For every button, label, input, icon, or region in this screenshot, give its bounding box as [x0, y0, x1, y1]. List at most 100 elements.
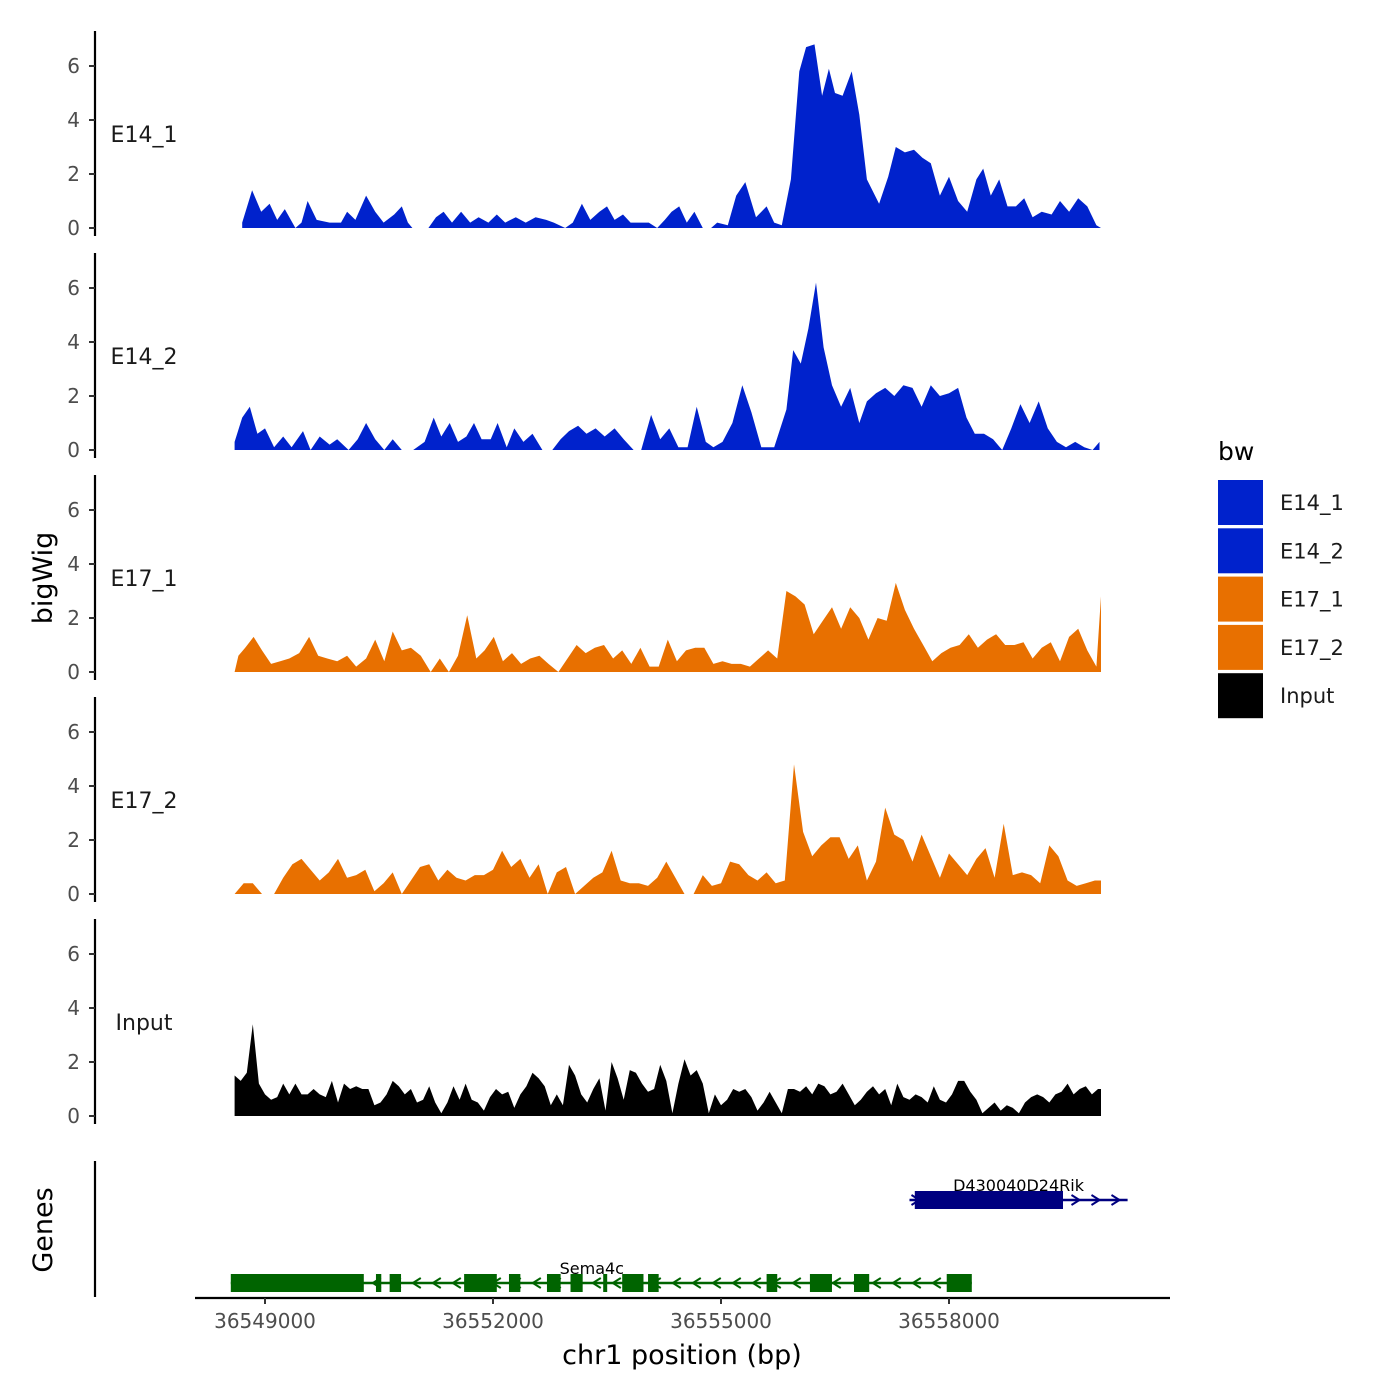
strand-chevron [750, 1277, 762, 1289]
strand-chevron [890, 1277, 902, 1289]
legend-item-e14-2: E14_2 [1218, 528, 1344, 574]
y-tick-label: 0 [67, 1104, 80, 1128]
track-label: E17_2 [111, 789, 178, 814]
strand-chevron [730, 1277, 742, 1289]
legend-swatch [1218, 673, 1263, 719]
y-tick-label: 6 [67, 498, 80, 522]
coverage-area-e14-2 [234, 282, 1100, 450]
strand-chevron [1070, 1194, 1082, 1206]
strand-chevron [410, 1277, 422, 1289]
legend-label: E17_2 [1280, 636, 1344, 661]
legend-swatch [1218, 480, 1263, 525]
strand-chevron [450, 1277, 462, 1289]
y-tick-label: 0 [67, 882, 80, 906]
legend-label: E14_1 [1280, 491, 1344, 516]
gene-exon [622, 1274, 644, 1292]
legend-item-e17-2: E17_2 [1218, 624, 1344, 670]
coverage-tracks: 0 2 4 6 E14_1 0 2 4 6 E14_2 0 2 4 6 E17_1 0 2 4 6 E17_2 0 2 4 6… [67, 31, 1102, 1128]
strand-chevron [430, 1277, 442, 1289]
y-tick-label: 6 [67, 54, 80, 78]
y-tick-label: 0 [67, 660, 80, 684]
gene-exon [375, 1274, 382, 1292]
strand-chevron [690, 1277, 702, 1289]
gene-track: D430040D24Rik Sema4c [93, 1161, 1128, 1297]
y-tick-label: 6 [67, 720, 80, 744]
track-e14-2: 0 2 4 6 E14_2 [67, 253, 1100, 462]
strand-chevron [1090, 1194, 1102, 1206]
y-tick-label: 4 [67, 996, 80, 1020]
legend-item-e14-1: E14_1 [1218, 480, 1344, 525]
gene-exon [230, 1274, 364, 1292]
legend-label: E14_2 [1280, 539, 1344, 564]
y-tick-label: 2 [67, 1050, 80, 1074]
coverage-area-e14-1 [242, 44, 1101, 229]
track-label: E14_1 [111, 123, 178, 148]
strand-chevron [670, 1277, 682, 1289]
strand-chevron [590, 1277, 602, 1289]
gene-exon [914, 1191, 1063, 1209]
gene-exon [464, 1274, 497, 1292]
x-tick-label: 36555000 [670, 1309, 772, 1333]
track-label: E17_1 [111, 567, 178, 592]
y-tick-label: 4 [67, 552, 80, 576]
coverage-area-input [234, 1024, 1102, 1116]
legend-swatch [1218, 528, 1263, 574]
strand-chevron [870, 1277, 882, 1289]
gene-exon [946, 1274, 972, 1292]
legend-item-e17-1: E17_1 [1218, 576, 1344, 622]
legend-item-input: Input [1218, 673, 1334, 719]
y-tick-label: 4 [67, 108, 80, 132]
x-tick-label: 36558000 [898, 1309, 1000, 1333]
strand-chevron [1110, 1194, 1122, 1206]
gene-exon [809, 1274, 832, 1292]
gene-exon [854, 1274, 870, 1292]
legend: bw E14_1 E14_2 E17_1 E17_2 Input [1218, 437, 1344, 719]
legend-label: E17_1 [1280, 588, 1344, 613]
coverage-area-e17-2 [234, 764, 1102, 894]
strand-chevron [710, 1277, 722, 1289]
gene-exon [508, 1274, 521, 1292]
strand-chevron [930, 1277, 942, 1289]
track-input: 0 2 4 6 Input [67, 919, 1102, 1128]
y-tick-label: 2 [67, 606, 80, 630]
gene-exon [766, 1274, 778, 1292]
strand-chevron [830, 1277, 842, 1289]
gene-label: D430040D24Rik [953, 1176, 1085, 1195]
gene-exon [389, 1274, 402, 1292]
gene-exon [603, 1274, 608, 1292]
strand-chevron [790, 1277, 802, 1289]
gene-exon [570, 1274, 583, 1292]
y-tick-label: 4 [67, 774, 80, 798]
strand-chevron [910, 1277, 922, 1289]
y-tick-label: 6 [67, 942, 80, 966]
y-tick-label: 6 [67, 276, 80, 300]
gene-exon [648, 1274, 659, 1292]
track-e17-2: 0 2 4 6 E17_2 [67, 697, 1102, 906]
gene-exon [546, 1274, 561, 1292]
gene-sema4c: Sema4c [230, 1259, 972, 1292]
x-axis: 36549000 36552000 36555000 36558000 [195, 1296, 1170, 1333]
genes-axis-title: Genes [28, 1187, 59, 1272]
track-e17-1: 0 2 4 6 E17_1 [67, 475, 1102, 684]
legend-title: bw [1218, 437, 1254, 466]
y-tick-label: 2 [67, 828, 80, 852]
x-axis-title: chr1 position (bp) [562, 1340, 802, 1371]
x-tick-label: 36552000 [442, 1309, 544, 1333]
x-tick-label: 36549000 [214, 1309, 316, 1333]
y-tick-label: 2 [67, 384, 80, 408]
y-tick-label: 2 [67, 162, 80, 186]
track-label: Input [116, 1011, 173, 1036]
track-e14-1: 0 2 4 6 E14_1 [67, 31, 1101, 240]
strand-chevron [610, 1277, 622, 1289]
track-label: E14_2 [111, 345, 178, 370]
legend-swatch [1218, 624, 1263, 670]
y-tick-label: 0 [67, 438, 80, 462]
legend-label: Input [1280, 684, 1334, 708]
y-axis-title: bigWig [28, 532, 59, 625]
coverage-area-e17-1 [234, 582, 1102, 672]
strand-chevron [530, 1277, 542, 1289]
legend-swatch [1218, 576, 1263, 622]
y-tick-label: 0 [67, 216, 80, 240]
gene-label: Sema4c [560, 1259, 624, 1278]
